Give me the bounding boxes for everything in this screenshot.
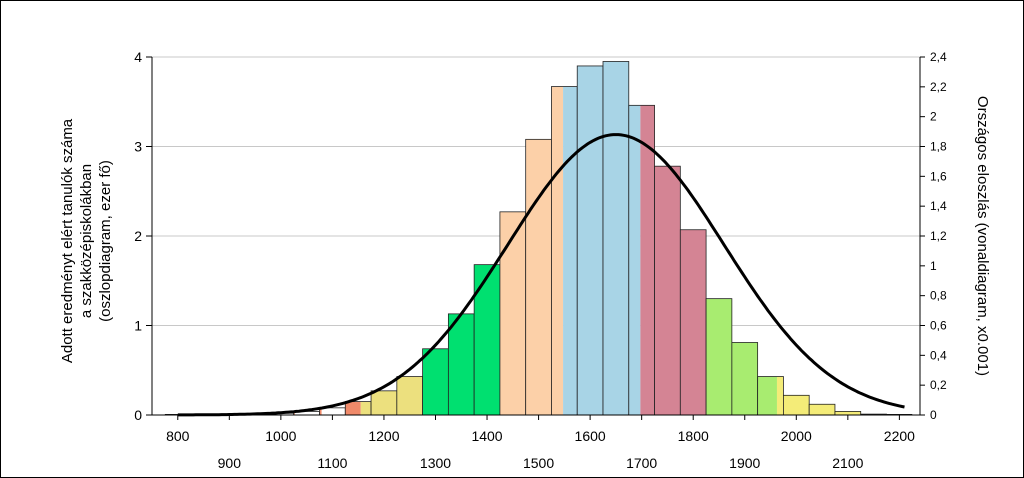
bar-segment: [563, 86, 578, 415]
bar: [705, 298, 733, 416]
bar: [422, 348, 449, 416]
bar: [731, 342, 759, 416]
x-tick-label: 1400: [471, 428, 502, 444]
y-tick-label-right: 0,6: [930, 319, 947, 333]
x-tick-label: 1200: [368, 428, 399, 444]
y-tick-label-right: 2,2: [930, 80, 947, 94]
bar-segment: [422, 348, 449, 415]
y-tick-label-right: 0,4: [930, 348, 947, 362]
y-tick-label-right: 0: [930, 408, 937, 422]
y-tick-label-left: 2: [134, 228, 142, 244]
y-tick-label-right: 0,8: [930, 289, 947, 303]
y-tick-label-right: 2: [930, 110, 937, 124]
y-tick-label-right: 1,2: [930, 229, 947, 243]
y-tick-label-left: 0: [134, 407, 142, 423]
bar-segment: [603, 61, 629, 415]
labels-layer: 0 1 2 3 4 0 0,2 0,4 0,6 0,8 1 1,2 1,4 1,6 1,8 2 2,2 2,4 80…: [59, 49, 991, 471]
x-tick-label: 1000: [265, 428, 296, 444]
x-tick-label: 1300: [420, 455, 451, 471]
bar-segment: [319, 407, 322, 415]
y-tick-label-right: 1,8: [930, 140, 947, 154]
x-tick-label: 1100: [317, 455, 347, 471]
bar: [834, 411, 862, 416]
bar-segment: [371, 390, 397, 415]
bar: [628, 104, 655, 416]
x-tick-label: 1900: [729, 455, 760, 471]
y-tick-label-left: 1: [134, 318, 142, 334]
bar-segment: [474, 264, 500, 415]
bar-segment: [551, 86, 564, 415]
bar: [808, 403, 836, 416]
bar-segment: [680, 229, 707, 415]
x-tick-label: 1800: [678, 428, 709, 444]
bar-segment: [654, 166, 681, 415]
bar: [473, 264, 501, 416]
bar: [396, 376, 424, 416]
bar-segment: [757, 376, 777, 415]
y-tick-label-left: 3: [134, 139, 142, 155]
bar-segment: [783, 395, 810, 415]
bar-segment: [809, 404, 835, 415]
bar: [679, 229, 707, 416]
bar-segment: [731, 342, 758, 415]
bar: [654, 165, 681, 416]
x-tick-label: 2100: [832, 455, 863, 471]
bar: [370, 390, 398, 416]
distribution-curve: [177, 133, 905, 417]
bar: [447, 313, 475, 416]
y-tick-label-right: 1: [930, 259, 937, 273]
y-tick-label-left: 4: [134, 49, 142, 65]
bar: [576, 65, 604, 416]
axes-layer: [146, 56, 925, 420]
bar-segment: [577, 65, 604, 415]
bar: [499, 211, 527, 416]
y-axis-label-right: Országos eloszlás (vonaldiagram, x0.001): [974, 96, 991, 376]
bar-segment: [293, 411, 295, 415]
y-tick-label-right: 1,4: [930, 199, 947, 213]
bar-segment: [345, 401, 361, 415]
y-tick-label-right: 2,4: [930, 50, 947, 64]
bar: [757, 376, 784, 416]
x-tick-label: 2000: [781, 428, 812, 444]
bar-segment: [706, 298, 732, 415]
y-tick-label-right: 1,6: [930, 169, 947, 183]
bar: [525, 138, 552, 416]
y-axis-label-left: a szakközépiskolákban: [78, 164, 95, 318]
x-tick-label: 800: [166, 428, 190, 444]
bar-segment: [834, 411, 861, 415]
curve-layer: [177, 133, 905, 417]
y-axis-label-left: (oszlopdiagram, ezer fő): [97, 160, 114, 322]
x-tick-label: 1500: [523, 455, 554, 471]
bar-segment: [396, 376, 423, 415]
bar-segment: [360, 401, 372, 415]
bar-segment: [525, 139, 552, 415]
bar-segment: [640, 105, 655, 415]
bar-segment: [448, 313, 475, 415]
bar: [551, 86, 578, 416]
x-tick-label: 900: [218, 455, 242, 471]
y-tick-label-right: 0,2: [930, 378, 947, 392]
y-axis-label-left: Adott eredményt elért tanulók száma: [59, 118, 76, 363]
x-tick-label: 1700: [626, 455, 657, 471]
x-tick-label: 2200: [884, 428, 915, 444]
bar: [344, 401, 372, 416]
bar-segment: [776, 376, 784, 415]
x-tick-label: 1600: [575, 428, 606, 444]
bar: [602, 61, 630, 416]
bar-segment: [499, 211, 526, 415]
bar: [783, 394, 810, 416]
bars-layer: [164, 61, 913, 416]
bar-segment: [628, 105, 641, 415]
